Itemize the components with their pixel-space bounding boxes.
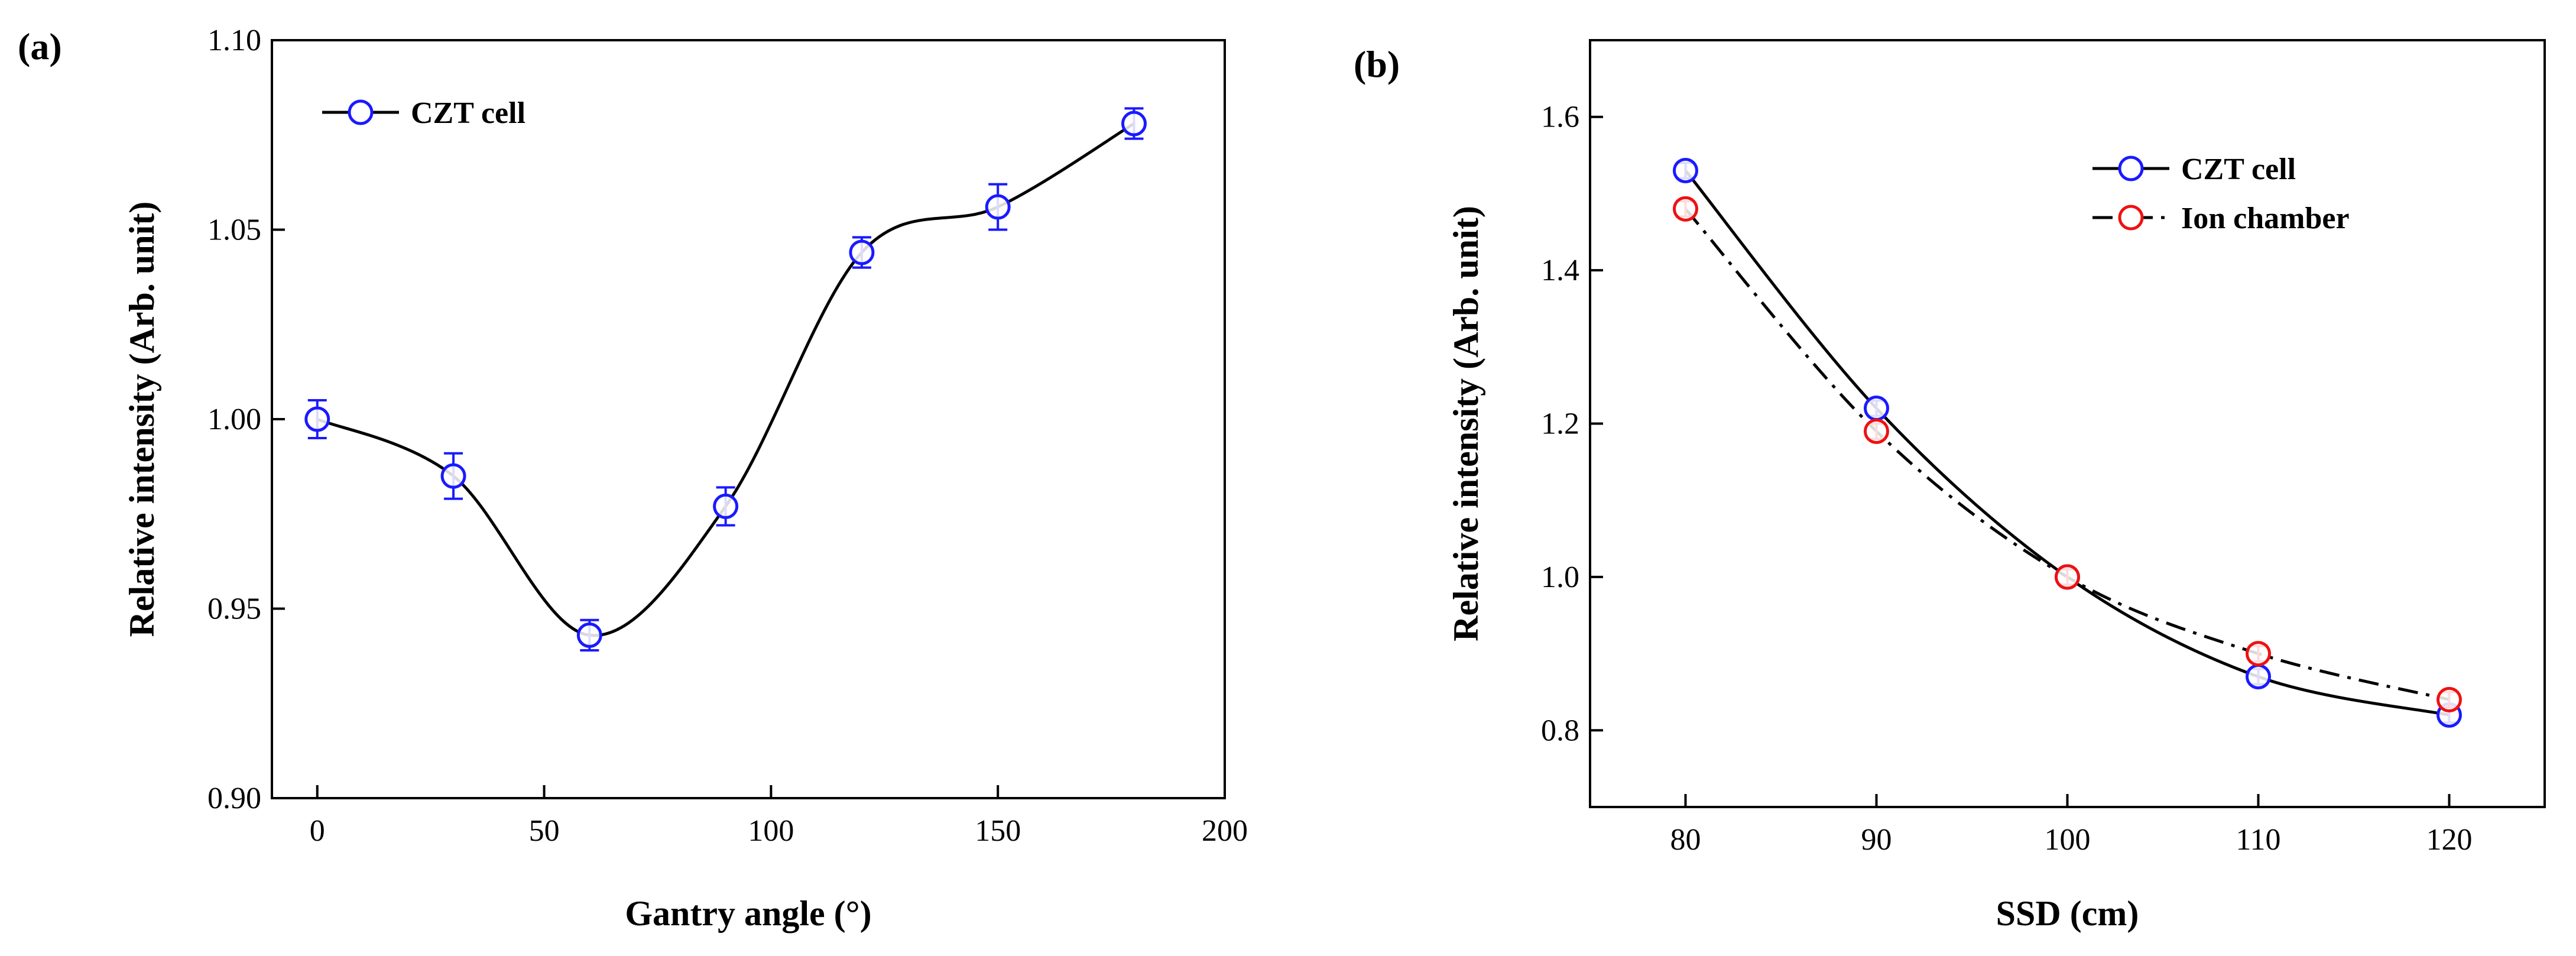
x-tick-label: 90 bbox=[1861, 823, 1892, 857]
y-tick-label: 1.0 bbox=[1541, 560, 1579, 594]
data-point bbox=[2246, 664, 2271, 690]
data-point bbox=[1673, 196, 1698, 222]
y-axis-title: Relative intensity (Arb. unit) bbox=[1446, 206, 1485, 641]
x-tick-label: 120 bbox=[2426, 823, 2473, 857]
data-point bbox=[985, 194, 1011, 220]
panel-label: (b) bbox=[1354, 43, 1400, 85]
data-point bbox=[849, 239, 875, 265]
legend-label: CZT cell bbox=[411, 96, 525, 130]
x-axis-title: SSD (cm) bbox=[1996, 894, 2139, 933]
data-point bbox=[2246, 641, 2271, 667]
series-line-czt-cell bbox=[316, 122, 1135, 637]
data-point bbox=[1864, 396, 1889, 422]
x-tick-label: 150 bbox=[975, 814, 1021, 848]
legend-marker bbox=[2118, 205, 2144, 231]
legend-label: CZT cell bbox=[2181, 153, 2296, 186]
x-tick-label: 100 bbox=[748, 814, 794, 848]
legend-label: Ion chamber bbox=[2181, 202, 2350, 235]
x-tick-label: 80 bbox=[1670, 823, 1701, 857]
data-point bbox=[1121, 111, 1147, 137]
x-tick-label: 200 bbox=[1202, 814, 1248, 848]
x-tick-label: 50 bbox=[529, 814, 560, 848]
x-tick-label: 110 bbox=[2236, 823, 2280, 857]
legend-marker bbox=[348, 99, 374, 125]
series-line-czt-cell bbox=[1684, 169, 2450, 717]
y-tick-label: 0.8 bbox=[1541, 714, 1579, 747]
data-point bbox=[2055, 564, 2080, 590]
chart-panel-b: (b) 80 90 100 110 120 0.8 1.0 1.2 1.4 1.6 SSD (cm) R… bbox=[1354, 39, 2546, 933]
y-tick-label: 1.05 bbox=[207, 213, 261, 247]
data-point bbox=[713, 493, 739, 519]
data-point bbox=[576, 622, 602, 648]
chart-panel-a: (a) 0 50 100 150 200 0.90 0.95 1.00 1.05 1.10 Gantr… bbox=[18, 24, 1248, 933]
x-tick-label: 0 bbox=[310, 814, 325, 848]
y-tick-label: 1.00 bbox=[207, 403, 261, 436]
y-tick-label: 1.6 bbox=[1541, 101, 1579, 134]
data-point bbox=[2437, 686, 2462, 712]
y-tick-label: 1.4 bbox=[1541, 254, 1579, 287]
data-point bbox=[440, 463, 466, 489]
panel-label: (a) bbox=[18, 25, 62, 67]
data-point bbox=[1673, 157, 1698, 183]
plot-frame bbox=[271, 39, 1226, 799]
x-axis-title: Gantry angle (°) bbox=[625, 894, 871, 933]
y-tick-label: 0.90 bbox=[207, 782, 261, 815]
y-tick-label: 0.95 bbox=[207, 592, 261, 626]
data-point bbox=[304, 406, 330, 432]
y-tick-label: 1.2 bbox=[1541, 407, 1579, 441]
series-line-ion-chamber bbox=[1684, 208, 2450, 701]
plot-frame bbox=[1589, 39, 2546, 808]
legend-marker bbox=[2118, 155, 2144, 182]
data-point bbox=[1864, 418, 1889, 444]
x-tick-label: 100 bbox=[2045, 823, 2091, 857]
y-axis-title: Relative intensity (Arb. unit) bbox=[122, 202, 161, 637]
y-tick-label: 1.10 bbox=[207, 24, 261, 57]
